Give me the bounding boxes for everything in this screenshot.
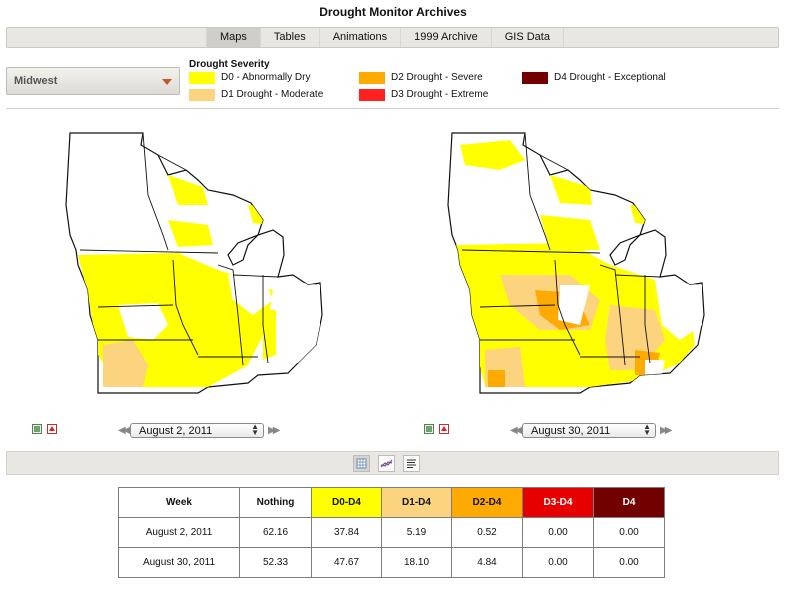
cell-d1-d4: 5.19 [381, 517, 452, 548]
legend-label-d3: D3 Drought - Extreme [391, 89, 489, 100]
col-header-nothing: Nothing [239, 487, 312, 518]
map-image-aug-30 [447, 132, 705, 394]
legend-label-d0: D0 - Abnormally Dry [221, 72, 311, 83]
legend-swatch-d0 [189, 72, 215, 84]
nav-tabs: Maps Tables Animations 1999 Archive GIS … [206, 28, 564, 47]
spinner-icon: ▲ ▼ [251, 422, 259, 437]
tab-1999-archive[interactable]: 1999 Archive [400, 28, 491, 47]
text-view-button[interactable] [403, 455, 420, 472]
chart-view-button[interactable] [378, 455, 395, 472]
table-view-button[interactable] [353, 455, 370, 472]
view-mode-bar [6, 451, 779, 475]
legend-label-d4: D4 Drought - Exceptional [554, 72, 666, 83]
col-header-d0-d4: D0-D4 [311, 487, 382, 518]
double-chevron-right-icon[interactable]: ▶▶ [660, 425, 673, 436]
tab-maps[interactable]: Maps [206, 28, 260, 47]
cell-nothing: 52.33 [239, 547, 312, 578]
tab-gis-data[interactable]: GIS Data [490, 28, 564, 47]
date-select-right-value: August 30, 2011 [531, 425, 611, 437]
legend-title: Drought Severity [189, 59, 270, 70]
double-chevron-left-icon[interactable]: ◀◀ [118, 425, 131, 436]
col-header-week: Week [118, 487, 240, 518]
region-select[interactable]: Midwest [6, 67, 180, 95]
drought-map-left [58, 125, 333, 400]
cell-d3-d4: 0.00 [522, 547, 594, 578]
map-image-aug-2 [65, 132, 323, 394]
table-view-icon [356, 458, 367, 469]
date-select-left-value: August 2, 2011 [139, 425, 213, 437]
divider [6, 108, 779, 109]
cell-week: August 30, 2011 [118, 547, 240, 578]
page-title: Drought Monitor Archives [319, 5, 467, 19]
image-icon[interactable] [424, 424, 434, 434]
cell-d4: 0.00 [593, 547, 665, 578]
chart-view-icon [380, 459, 393, 468]
tab-animations[interactable]: Animations [318, 28, 400, 47]
chevron-down-icon [162, 79, 172, 85]
double-chevron-right-icon[interactable]: ▶▶ [268, 425, 281, 436]
cell-nothing: 62.16 [239, 517, 312, 548]
cell-d2-d4: 0.52 [451, 517, 523, 548]
col-header-d4: D4 [593, 487, 665, 518]
cell-d4: 0.00 [593, 517, 665, 548]
legend-swatch-d2 [359, 72, 385, 84]
cell-d3-d4: 0.00 [522, 517, 594, 548]
legend-label-d2: D2 Drought - Severe [391, 72, 483, 83]
drought-stats-table: Week Nothing D0-D4 D1-D4 D2-D4 D3-D4 D4 … [118, 487, 665, 578]
col-header-d1-d4: D1-D4 [381, 487, 452, 518]
legend-swatch-d4 [522, 72, 548, 84]
table-row: August 30, 2011 52.33 47.67 18.10 4.84 0… [118, 547, 665, 578]
map-controls-left: ◀◀ August 2, 2011 ▲ ▼ ▶▶ [30, 423, 290, 439]
image-icon[interactable] [32, 424, 42, 434]
table-row: August 2, 2011 62.16 37.84 5.19 0.52 0.0… [118, 517, 665, 548]
pdf-icon[interactable] [439, 424, 449, 434]
cell-d2-d4: 4.84 [451, 547, 523, 578]
spinner-icon: ▲ ▼ [643, 422, 651, 437]
cell-d1-d4: 18.10 [381, 547, 452, 578]
cell-week: August 2, 2011 [118, 517, 240, 548]
legend-label-d1: D1 Drought - Moderate [221, 89, 324, 100]
col-header-d3-d4: D3-D4 [522, 487, 594, 518]
pdf-icon[interactable] [47, 424, 57, 434]
date-select-left[interactable]: August 2, 2011 ▲ ▼ [130, 423, 264, 438]
col-header-d2-d4: D2-D4 [451, 487, 523, 518]
legend-swatch-d3 [359, 89, 385, 101]
cell-d0-d4: 47.67 [311, 547, 382, 578]
table-header-row: Week Nothing D0-D4 D1-D4 D2-D4 D3-D4 D4 [118, 487, 665, 518]
nav-tab-bar: Maps Tables Animations 1999 Archive GIS … [6, 27, 779, 48]
tab-tables[interactable]: Tables [259, 28, 319, 47]
map-controls-right: ◀◀ August 30, 2011 ▲ ▼ ▶▶ [422, 423, 682, 439]
text-view-icon [407, 459, 416, 468]
region-select-value: Midwest [14, 75, 58, 87]
date-select-right[interactable]: August 30, 2011 ▲ ▼ [522, 423, 656, 438]
double-chevron-left-icon[interactable]: ◀◀ [510, 425, 523, 436]
drought-map-right [440, 125, 715, 400]
cell-d0-d4: 37.84 [311, 517, 382, 548]
legend-swatch-d1 [189, 89, 215, 101]
